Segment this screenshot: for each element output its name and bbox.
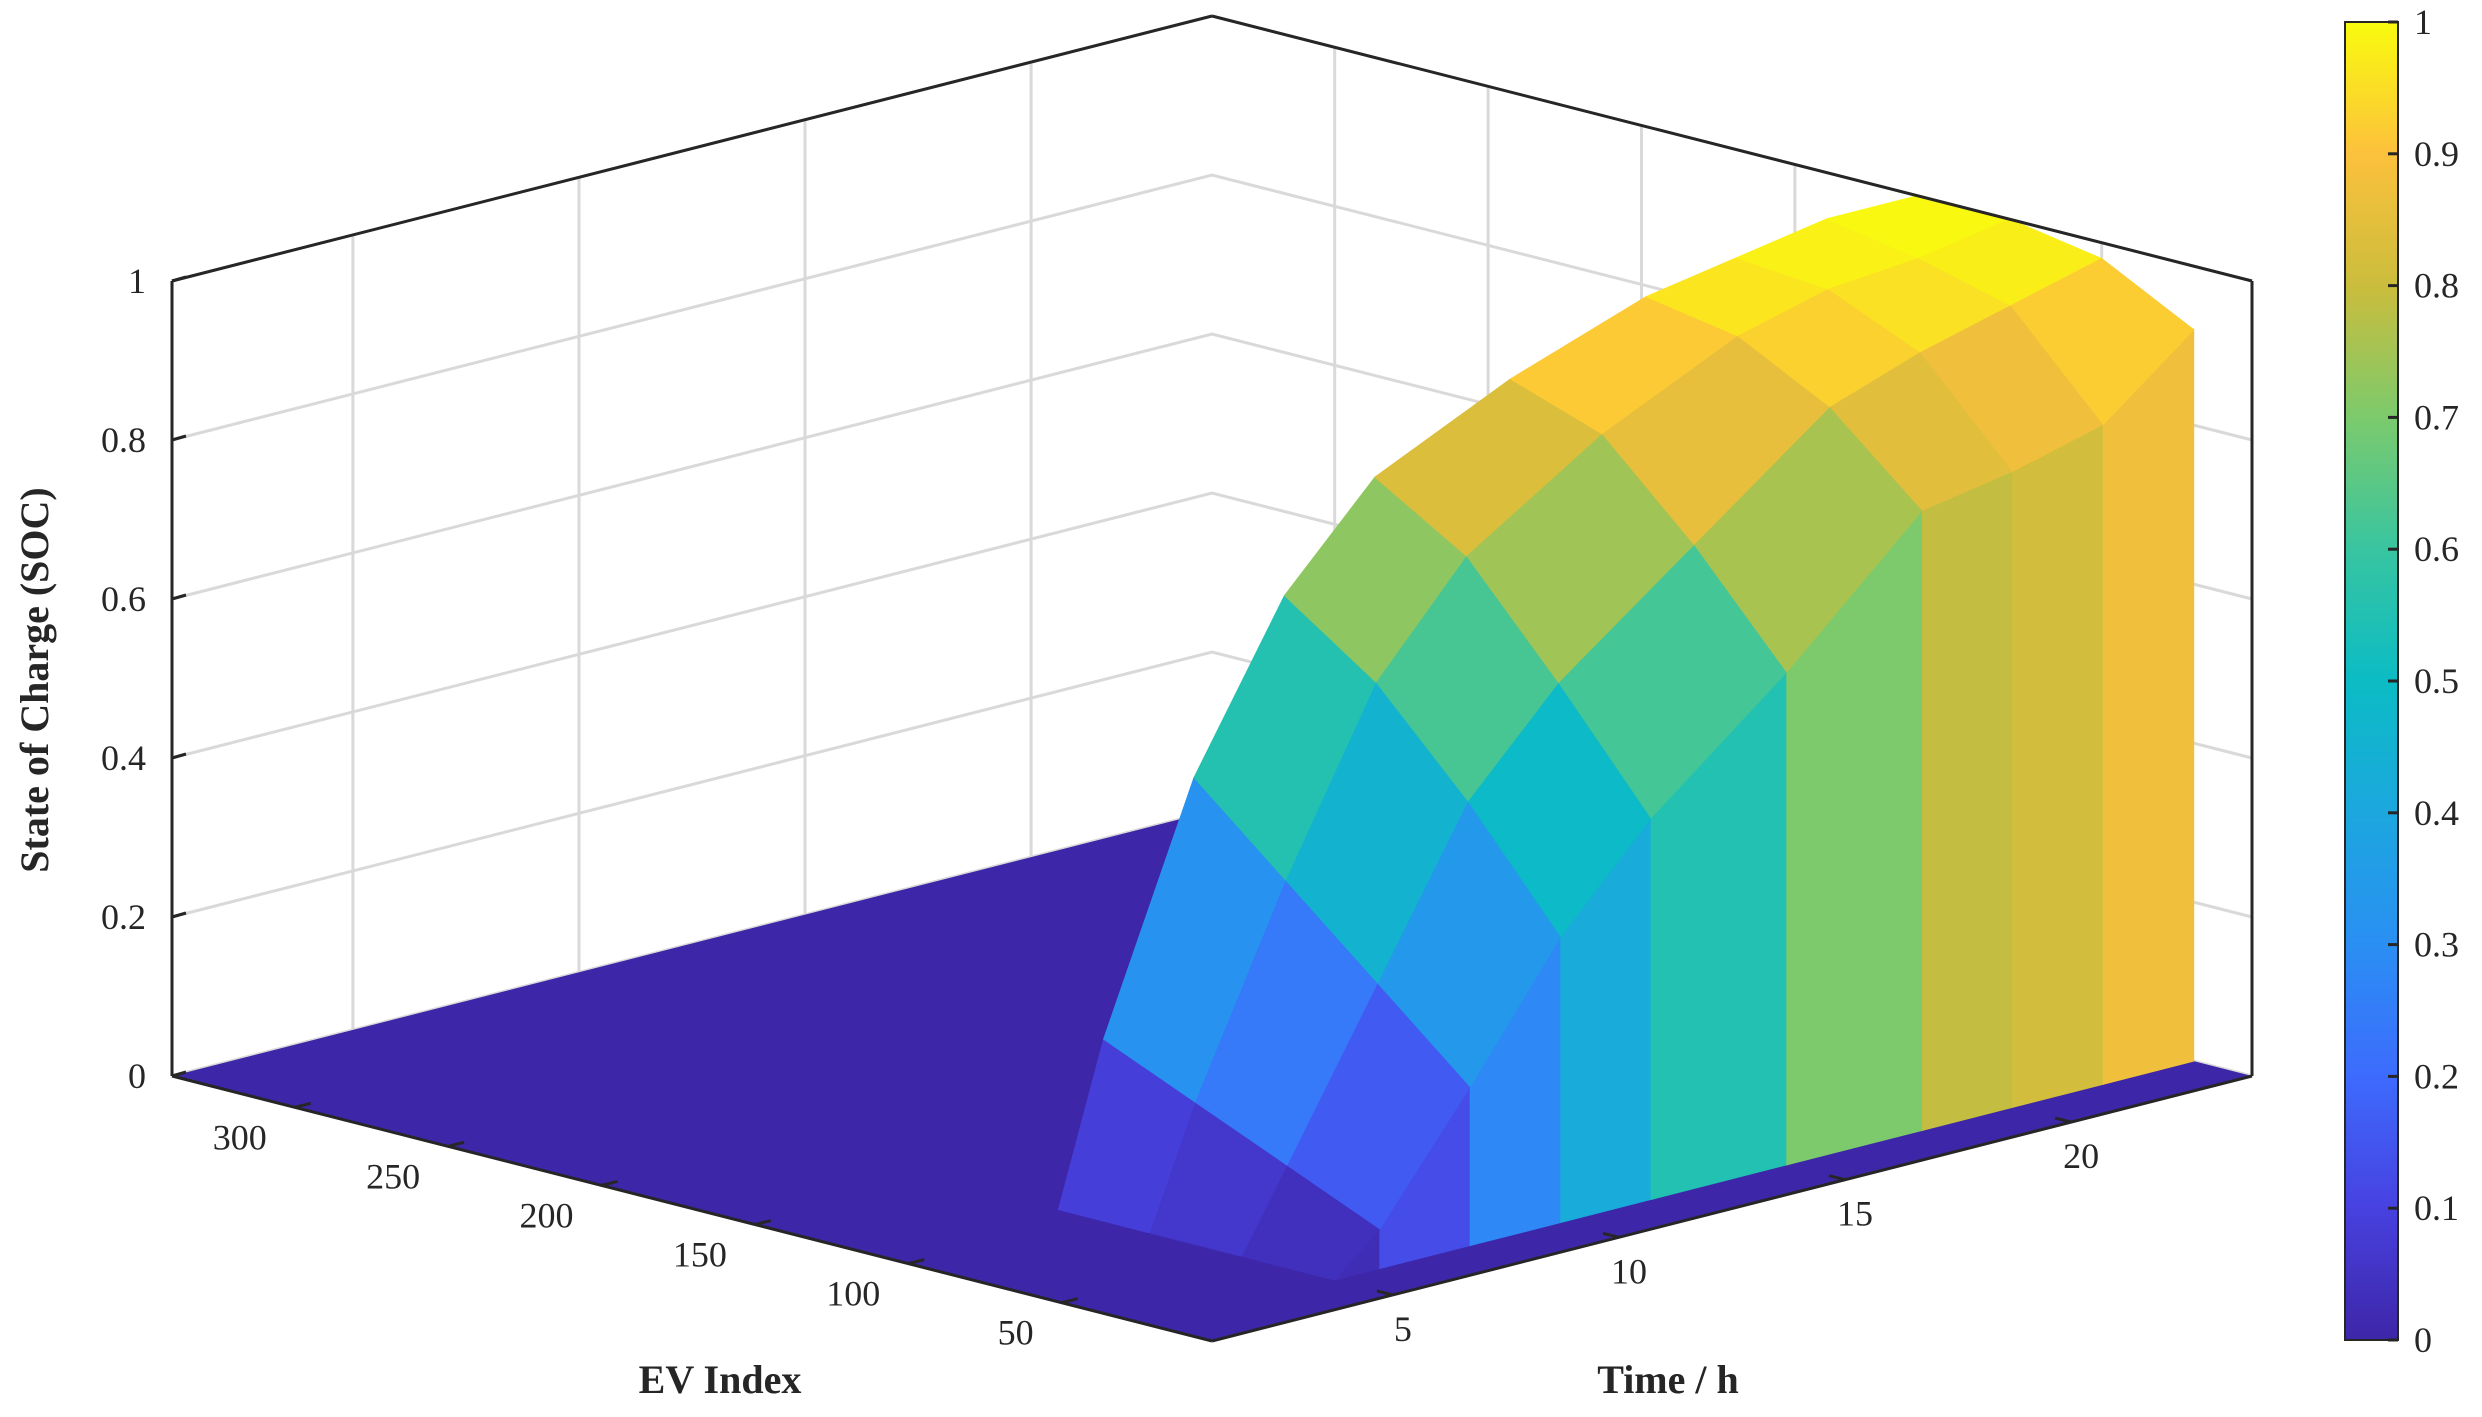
z-axis: State of Charge (SOC) 0 0.2 0.4 0.6 0.8 1 bbox=[12, 261, 187, 1096]
surface-row bbox=[1333, 328, 2195, 1281]
y-tick-label: 15 bbox=[1837, 1194, 1873, 1234]
x-tick bbox=[754, 1219, 772, 1226]
axes-box bbox=[170, 14, 2254, 1343]
z-axis-title: State of Charge (SOC) bbox=[12, 487, 57, 873]
y-tick bbox=[1376, 1289, 1394, 1297]
z-tick bbox=[171, 752, 187, 760]
soc-surface bbox=[172, 195, 2252, 1341]
x-tick-label: 250 bbox=[366, 1156, 420, 1196]
y-tick bbox=[2054, 1116, 2072, 1124]
x-tick bbox=[907, 1258, 925, 1266]
z-tick bbox=[171, 911, 187, 919]
colorbar-tick-label: 0.7 bbox=[2414, 397, 2459, 437]
surface-face bbox=[2012, 423, 2104, 1108]
x-axis: EV Index 50 100 150 200 250 300 bbox=[213, 1101, 1079, 1402]
surface-face bbox=[2102, 328, 2195, 1085]
x-axis-line bbox=[171, 1074, 1213, 1343]
y-tick bbox=[1828, 1174, 1846, 1182]
z-tick bbox=[171, 434, 187, 442]
colorbar-tick-label: 0.9 bbox=[2414, 134, 2459, 174]
surface-patch bbox=[2010, 258, 2195, 426]
box-top-left bbox=[171, 14, 1213, 283]
x-tick-label: 300 bbox=[213, 1117, 267, 1157]
colorbar-tick-label: 0.6 bbox=[2414, 529, 2459, 569]
y-tick-label: 5 bbox=[1394, 1309, 1412, 1349]
colorbar-tick-label: 0.3 bbox=[2414, 925, 2459, 965]
z-tick bbox=[171, 593, 187, 601]
surface-face bbox=[1921, 470, 2014, 1131]
x-tick bbox=[601, 1179, 618, 1187]
x-tick bbox=[447, 1140, 465, 1148]
x-axis-title: EV Index bbox=[639, 1357, 802, 1402]
colorbar-tick-label: 0.4 bbox=[2414, 793, 2459, 833]
z-tick-label: 0 bbox=[128, 1056, 146, 1096]
colorbar-tick-label: 0.2 bbox=[2414, 1056, 2459, 1096]
z-tick-label: 0.4 bbox=[101, 738, 146, 778]
x-tick-label: 50 bbox=[998, 1313, 1034, 1353]
y-axis: Time / h 5 10 15 20 bbox=[1376, 1116, 2099, 1402]
colorbar-tick-label: 0.8 bbox=[2414, 266, 2459, 306]
x-tick bbox=[294, 1101, 312, 1109]
x-tick-label: 100 bbox=[826, 1274, 880, 1314]
z-tick-label: 0.2 bbox=[101, 897, 146, 937]
z-tick-label: 0.6 bbox=[101, 579, 146, 619]
x-tick bbox=[1061, 1297, 1079, 1305]
z-tick bbox=[171, 275, 187, 283]
y-axis-line bbox=[1211, 1074, 2253, 1343]
colorbar: 0 0.1 0.2 0.3 0.4 0.5 0.6 0.7 0.8 0.9 1 bbox=[2344, 2, 2459, 1360]
colorbar-tick-label: 0 bbox=[2414, 1320, 2432, 1360]
z-tick-label: 1 bbox=[128, 261, 146, 301]
x-tick-label: 150 bbox=[673, 1235, 727, 1275]
y-tick bbox=[1602, 1231, 1620, 1239]
colorbar-tick-label: 0.5 bbox=[2414, 661, 2459, 701]
x-tick-label: 200 bbox=[519, 1195, 573, 1235]
box-top-right bbox=[1211, 14, 2253, 283]
colorbar-tick-label: 1 bbox=[2414, 2, 2432, 42]
z-tick bbox=[171, 1070, 187, 1078]
z-tick-label: 0.8 bbox=[101, 420, 146, 460]
colorbar-tick-label: 0.1 bbox=[2414, 1188, 2459, 1228]
y-axis-title: Time / h bbox=[1597, 1357, 1739, 1402]
y-tick-label: 10 bbox=[1611, 1251, 1647, 1291]
y-tick-label: 20 bbox=[2063, 1136, 2099, 1176]
